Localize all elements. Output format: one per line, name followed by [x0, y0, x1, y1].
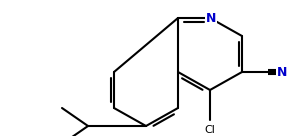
Text: N: N — [206, 12, 216, 24]
Text: N: N — [277, 66, 287, 78]
Text: Cl: Cl — [204, 125, 215, 135]
